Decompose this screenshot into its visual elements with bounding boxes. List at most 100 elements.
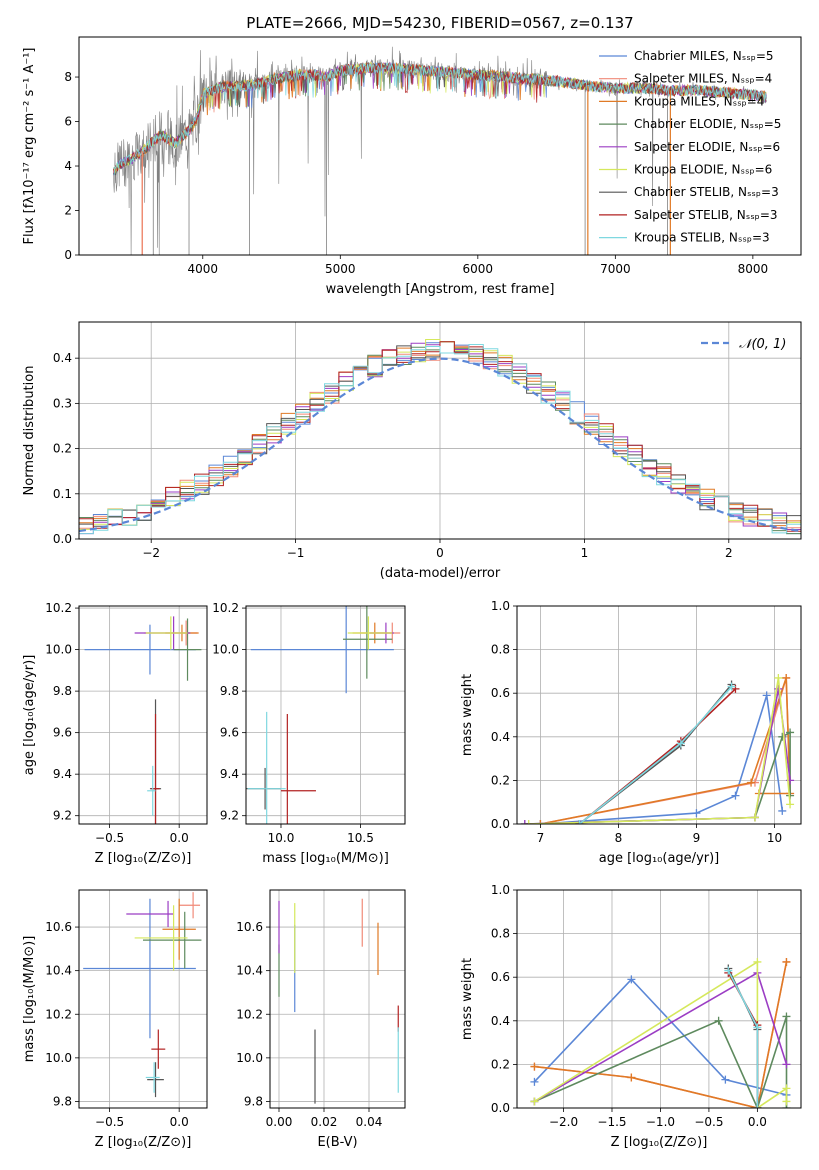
x-axis-label: Z [log₁₀(Z/Z⊙)] xyxy=(95,1135,192,1150)
x-axis-label: age [log₁₀(age/yr)] xyxy=(599,851,720,866)
weight-marker xyxy=(782,1084,791,1093)
weight-line xyxy=(534,1016,788,1108)
weight-line xyxy=(578,683,733,824)
x-tick-label: 4000 xyxy=(187,262,218,276)
x-tick-label: 10.0 xyxy=(268,831,295,845)
weight-line xyxy=(540,677,791,824)
plot-area xyxy=(278,898,399,1104)
y-tick-label: 9.6 xyxy=(220,726,239,740)
plot-area xyxy=(83,892,202,1098)
weight-marker xyxy=(692,809,701,818)
y-tick-label: 10.4 xyxy=(236,964,263,978)
model-spectrum xyxy=(113,62,767,176)
y-tick-label: 9.8 xyxy=(220,684,239,698)
y-tick-label: 0.2 xyxy=(491,1057,510,1071)
x-tick-label: 8 xyxy=(615,831,623,845)
x-tick-label: 2 xyxy=(725,546,733,560)
plot-area xyxy=(520,673,795,824)
y-tick-label: 8 xyxy=(64,70,72,84)
y-tick-label: 10.0 xyxy=(236,1051,263,1065)
weight-marker xyxy=(627,1073,636,1082)
x-axis-label: Z [log₁₀(Z/Z⊙)] xyxy=(611,1135,708,1150)
x-tick-label: −2.0 xyxy=(549,1115,578,1129)
y-tick-label: 10.4 xyxy=(45,964,72,978)
plot-area xyxy=(246,606,401,824)
legend-entry: Kroupa MILES, Nₛₛₚ=4 xyxy=(634,94,764,108)
axes-frame xyxy=(78,605,208,825)
weight-marker xyxy=(524,820,533,824)
x-tick-label: 1 xyxy=(581,546,589,560)
legend-entry: Chabrier STELIB, Nₛₛₚ=3 xyxy=(634,185,779,199)
weight-marker xyxy=(786,728,795,737)
weight-marker xyxy=(721,1075,730,1084)
y-tick-label: 0.6 xyxy=(491,970,510,984)
y-tick-label: 9.8 xyxy=(53,1094,72,1108)
legend-entry: Chabrier ELODIE, Nₛₛₚ=5 xyxy=(634,117,781,131)
y-tick-label: 0.1 xyxy=(53,487,72,501)
x-tick-label: 7000 xyxy=(600,262,631,276)
y-tick-label: 0 xyxy=(64,248,72,262)
x-tick-label: 0.0 xyxy=(170,1115,189,1129)
x-tick-label: −1 xyxy=(287,546,305,560)
y-tick-label: 4 xyxy=(64,159,72,173)
residual-histogram xyxy=(79,345,801,527)
figure-title: PLATE=2666, MJD=54230, FIBERID=0567, z=0… xyxy=(246,14,633,32)
weight-marker xyxy=(731,791,740,800)
x-tick-label: 6000 xyxy=(463,262,494,276)
x-tick-label: 0.0 xyxy=(748,1115,767,1129)
y-tick-label: 10.6 xyxy=(45,920,72,934)
x-tick-label: 7 xyxy=(537,831,545,845)
y-tick-label: 6 xyxy=(64,115,72,129)
weight-marker xyxy=(782,1097,791,1106)
weight-marker xyxy=(530,1077,539,1086)
y-tick-label: 0.3 xyxy=(53,396,72,410)
weight-marker xyxy=(753,957,762,966)
weight-marker xyxy=(782,673,791,682)
weight-line xyxy=(727,970,759,1108)
y-axis-label: mass [log₁₀(M/M⊙)] xyxy=(22,936,37,1063)
x-axis-label: Z [log₁₀(Z/Z⊙)] xyxy=(95,851,192,866)
weight-marker xyxy=(724,966,733,975)
y-tick-label: 10.2 xyxy=(236,1007,263,1021)
y-tick-label: 9.8 xyxy=(244,1094,263,1108)
y-axis-label: age [log₁₀(age/yr)] xyxy=(22,655,37,776)
x-tick-label: 0 xyxy=(436,546,444,560)
panel-weight-vs-Z: −2.0 −1.5 −1.0 −0.5 0.0 0.0 0.2 0.4 0.6 0.8 1.0 Z [… xyxy=(460,883,802,1150)
legend-entry: Kroupa STELIB, Nₛₛₚ=3 xyxy=(634,231,770,245)
legend-entry: Salpeter STELIB, Nₛₛₚ=3 xyxy=(634,208,778,222)
weight-marker xyxy=(786,800,795,809)
x-tick-label: −0.5 xyxy=(95,831,124,845)
legend: Chabrier MILES, Nₛₛₚ=5 Salpeter MILES, Nₛ… xyxy=(599,49,781,245)
axes-frame xyxy=(245,605,406,825)
x-tick-label: 0.02 xyxy=(311,1115,338,1129)
y-tick-label: 9.6 xyxy=(53,726,72,740)
y-tick-label: 10.6 xyxy=(236,920,263,934)
weight-line xyxy=(533,960,788,1108)
weight-marker xyxy=(753,1023,762,1032)
y-tick-label: 10.0 xyxy=(45,643,72,657)
legend-entry: 𝒩(0, 1) xyxy=(739,337,786,352)
y-tick-label: 0.4 xyxy=(491,730,510,744)
y-tick-label: 10.0 xyxy=(212,643,239,657)
y-tick-label: 1.0 xyxy=(491,883,510,897)
x-tick-label: −0.5 xyxy=(95,1115,124,1129)
weight-line xyxy=(540,677,791,824)
x-tick-label: 9 xyxy=(693,831,701,845)
legend-entry: Salpeter MILES, Nₛₛₚ=4 xyxy=(634,72,772,86)
x-axis-label: mass [log₁₀(M/M⊙)] xyxy=(262,851,389,866)
x-tick-label: −1.0 xyxy=(646,1115,675,1129)
y-tick-label: 0.0 xyxy=(491,817,510,831)
x-tick-label: 0.0 xyxy=(170,831,189,845)
y-tick-label: 1.0 xyxy=(491,599,510,613)
y-tick-label: 0.4 xyxy=(491,1014,510,1028)
weight-line xyxy=(533,978,787,1096)
y-tick-label: 10.2 xyxy=(45,1007,72,1021)
legend-entry: Chabrier MILES, Nₛₛₚ=5 xyxy=(634,49,774,63)
residual-histogram xyxy=(79,344,801,535)
panel-mass-vs-Z: −0.5 0.0 9.8 10.0 10.2 10.4 10.6 Z [log₁₀(Z/Z⊙)… xyxy=(22,889,208,1150)
y-tick-label: 0.2 xyxy=(491,773,510,787)
weight-line xyxy=(528,677,791,824)
y-tick-label: 0.0 xyxy=(491,1101,510,1115)
x-axis-label: E(B-V) xyxy=(317,1135,357,1150)
